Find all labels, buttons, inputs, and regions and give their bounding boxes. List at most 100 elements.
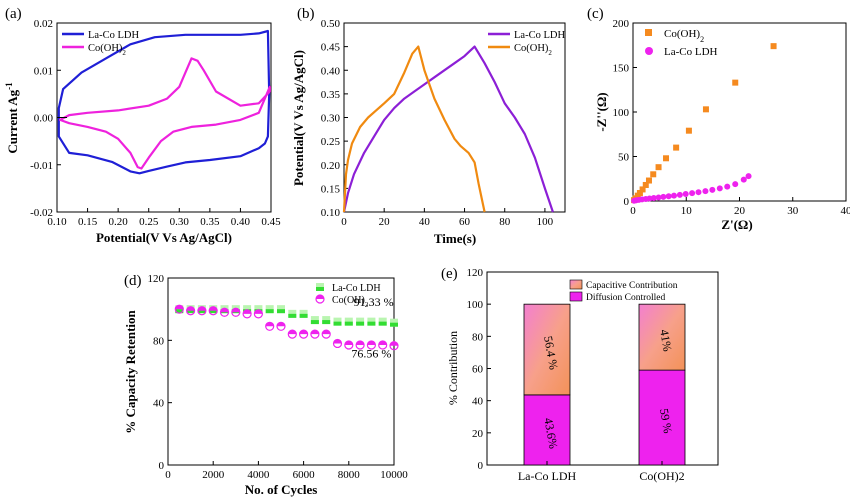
panel-a-x-tick-label: 0.40 [231, 216, 251, 228]
panel-d-legend-swatch [316, 283, 324, 291]
panel-c-y-tick-label: 200 [613, 18, 630, 30]
panel-d-annotation: 76.56 % [351, 346, 391, 360]
panel-d-point [389, 341, 399, 351]
panel-a-x-tick-label: 0.35 [200, 216, 220, 228]
panel-a-series-1 [59, 57, 271, 170]
panel-c-point [642, 181, 649, 188]
panel-d-x-tick-label: 4000 [247, 469, 270, 481]
panel-d-plot-frame [167, 277, 395, 466]
panel-e-bar-label-diffusion: 43.6% [541, 417, 560, 450]
panel-d-point [378, 317, 387, 326]
panel-d-point [310, 316, 319, 325]
panel-d-point [322, 316, 331, 325]
panel-d-point [186, 306, 196, 316]
panel-c-point [645, 177, 652, 184]
panel-e-bar-label-capacitive: 56.4 % [541, 335, 561, 371]
panel-a-y-tick-label: 0.01 [34, 65, 53, 77]
panel-d-y-tick-label: 80 [153, 335, 165, 347]
panel-c-point [740, 176, 747, 183]
panel-e-panel-label: (e) [441, 266, 458, 282]
panel-c-x-tick-label: 10 [681, 205, 693, 217]
panel-c-point [732, 181, 739, 188]
panel-d-point [174, 304, 184, 314]
panel-d-point [310, 329, 320, 339]
panel-d-y-tick-label: 120 [148, 273, 165, 285]
panel-a-legend-label: La-Co LDH [88, 30, 139, 41]
panel-c-y-tick-label: 0 [624, 196, 630, 208]
panel-d-point [356, 317, 365, 326]
panel-a-series-0 [57, 29, 271, 175]
panel-b-x-tick-label: 40 [419, 216, 431, 228]
panel-d-point [276, 321, 286, 331]
panel-c-point [655, 194, 662, 201]
panel-c-y-tick-label: 100 [613, 107, 630, 119]
panel-d-point [355, 340, 365, 350]
panel-c-point [660, 193, 667, 200]
panel-c-nyquist-chart: 0 10 20 30 40 0 50 100 150 200 (c) Co(OH)2 La-Co LDH… [587, 6, 850, 232]
panel-b-x-tick-label: 60 [459, 216, 471, 228]
panel-e-y-tick-label: 120 [467, 267, 484, 279]
panel-a-x-tick-label: 0.15 [78, 216, 98, 228]
panel-b-y-tick-label: 0.25 [321, 136, 341, 148]
panel-d-point [288, 309, 297, 318]
panel-d-point [277, 305, 285, 314]
panel-d-point [321, 329, 331, 339]
panel-c-point [650, 194, 657, 201]
panel-d-point [299, 309, 308, 318]
panel-a-y-tick-label: 0.00 [34, 113, 54, 125]
panel-e-bar-label-capacitive: 41% [657, 328, 675, 352]
panel-c-x-tick-label: 30 [787, 205, 799, 217]
panel-d-point [253, 309, 263, 319]
panel-d-y-tick-label: 40 [153, 398, 165, 410]
panel-d-y-axis-label: % Capacity Retention [123, 309, 138, 433]
panel-d-legend-swatch [315, 294, 325, 304]
panel-d-point [299, 329, 309, 339]
panel-d-x-tick-label: 2000 [202, 469, 225, 481]
panel-c-point [650, 171, 657, 178]
panel-c-point [709, 186, 716, 193]
panel-d-x-tick-label: 6000 [293, 469, 316, 481]
panel-d-point [242, 309, 252, 319]
panel-e-y-tick-label: 100 [467, 299, 484, 311]
panel-b-legend-label: Co(OH)2 [514, 43, 552, 57]
panel-c-legend-label: La-Co LDH [664, 46, 718, 58]
panel-b-y-tick-label: 0.35 [321, 89, 341, 101]
panel-c-point [732, 79, 739, 86]
panel-a-x-tick-label: 0.10 [47, 216, 67, 228]
panel-a-y-tick-label: -0.01 [30, 160, 53, 172]
panel-b-y-tick-label: 0.10 [321, 207, 341, 219]
panel-a-x-axis-label: Potential(V Vs Ag/AgCl) [96, 230, 232, 245]
panel-c-point [655, 164, 662, 171]
panel-c-point [665, 193, 672, 200]
panel-a-x-tick-label: 0.25 [139, 216, 159, 228]
panel-e-bar-capacitive [638, 303, 686, 371]
panel-d-point [265, 305, 274, 314]
panel-c-y-tick-label: 50 [618, 152, 630, 164]
panel-e-category-label: La-Co LDH [518, 469, 577, 483]
panel-c-point [639, 186, 646, 193]
panel-d-point [219, 307, 230, 317]
panel-c-point [673, 144, 680, 151]
panel-d-x-tick-label: 8000 [338, 469, 361, 481]
panel-c-legend-swatch [645, 47, 653, 55]
panel-c-point [682, 191, 689, 198]
panel-a-y-tick-label: 0.02 [34, 18, 53, 30]
panel-d-cycling-chart: 0 2000 4000 6000 8000 10000 0 40 80 120 (d) La-Co L… [123, 273, 408, 497]
panel-b-x-tick-label: 80 [499, 216, 511, 228]
panel-c-x-axis-label: Z'(Ω) [721, 217, 752, 232]
panel-c-x-tick-label: 0 [630, 205, 636, 217]
panel-c-legend-swatch [645, 29, 652, 36]
panel-d-legend-label: La-Co LDH [332, 283, 381, 294]
panel-b-x-axis-label: Time(s) [434, 231, 476, 246]
panel-c-point [716, 185, 723, 192]
panel-d-point [333, 317, 342, 326]
panel-c-point [689, 190, 696, 197]
panel-e-y-axis-label: % Contribution [446, 331, 460, 405]
panel-d-point [366, 340, 376, 350]
panel-c-point [695, 189, 702, 196]
panel-e-category-label: Co(OH)2 [639, 469, 684, 483]
panel-e-bar-diffusion [523, 394, 571, 466]
panel-c-point [770, 43, 777, 50]
panel-b-panel-label: (b) [297, 6, 315, 22]
